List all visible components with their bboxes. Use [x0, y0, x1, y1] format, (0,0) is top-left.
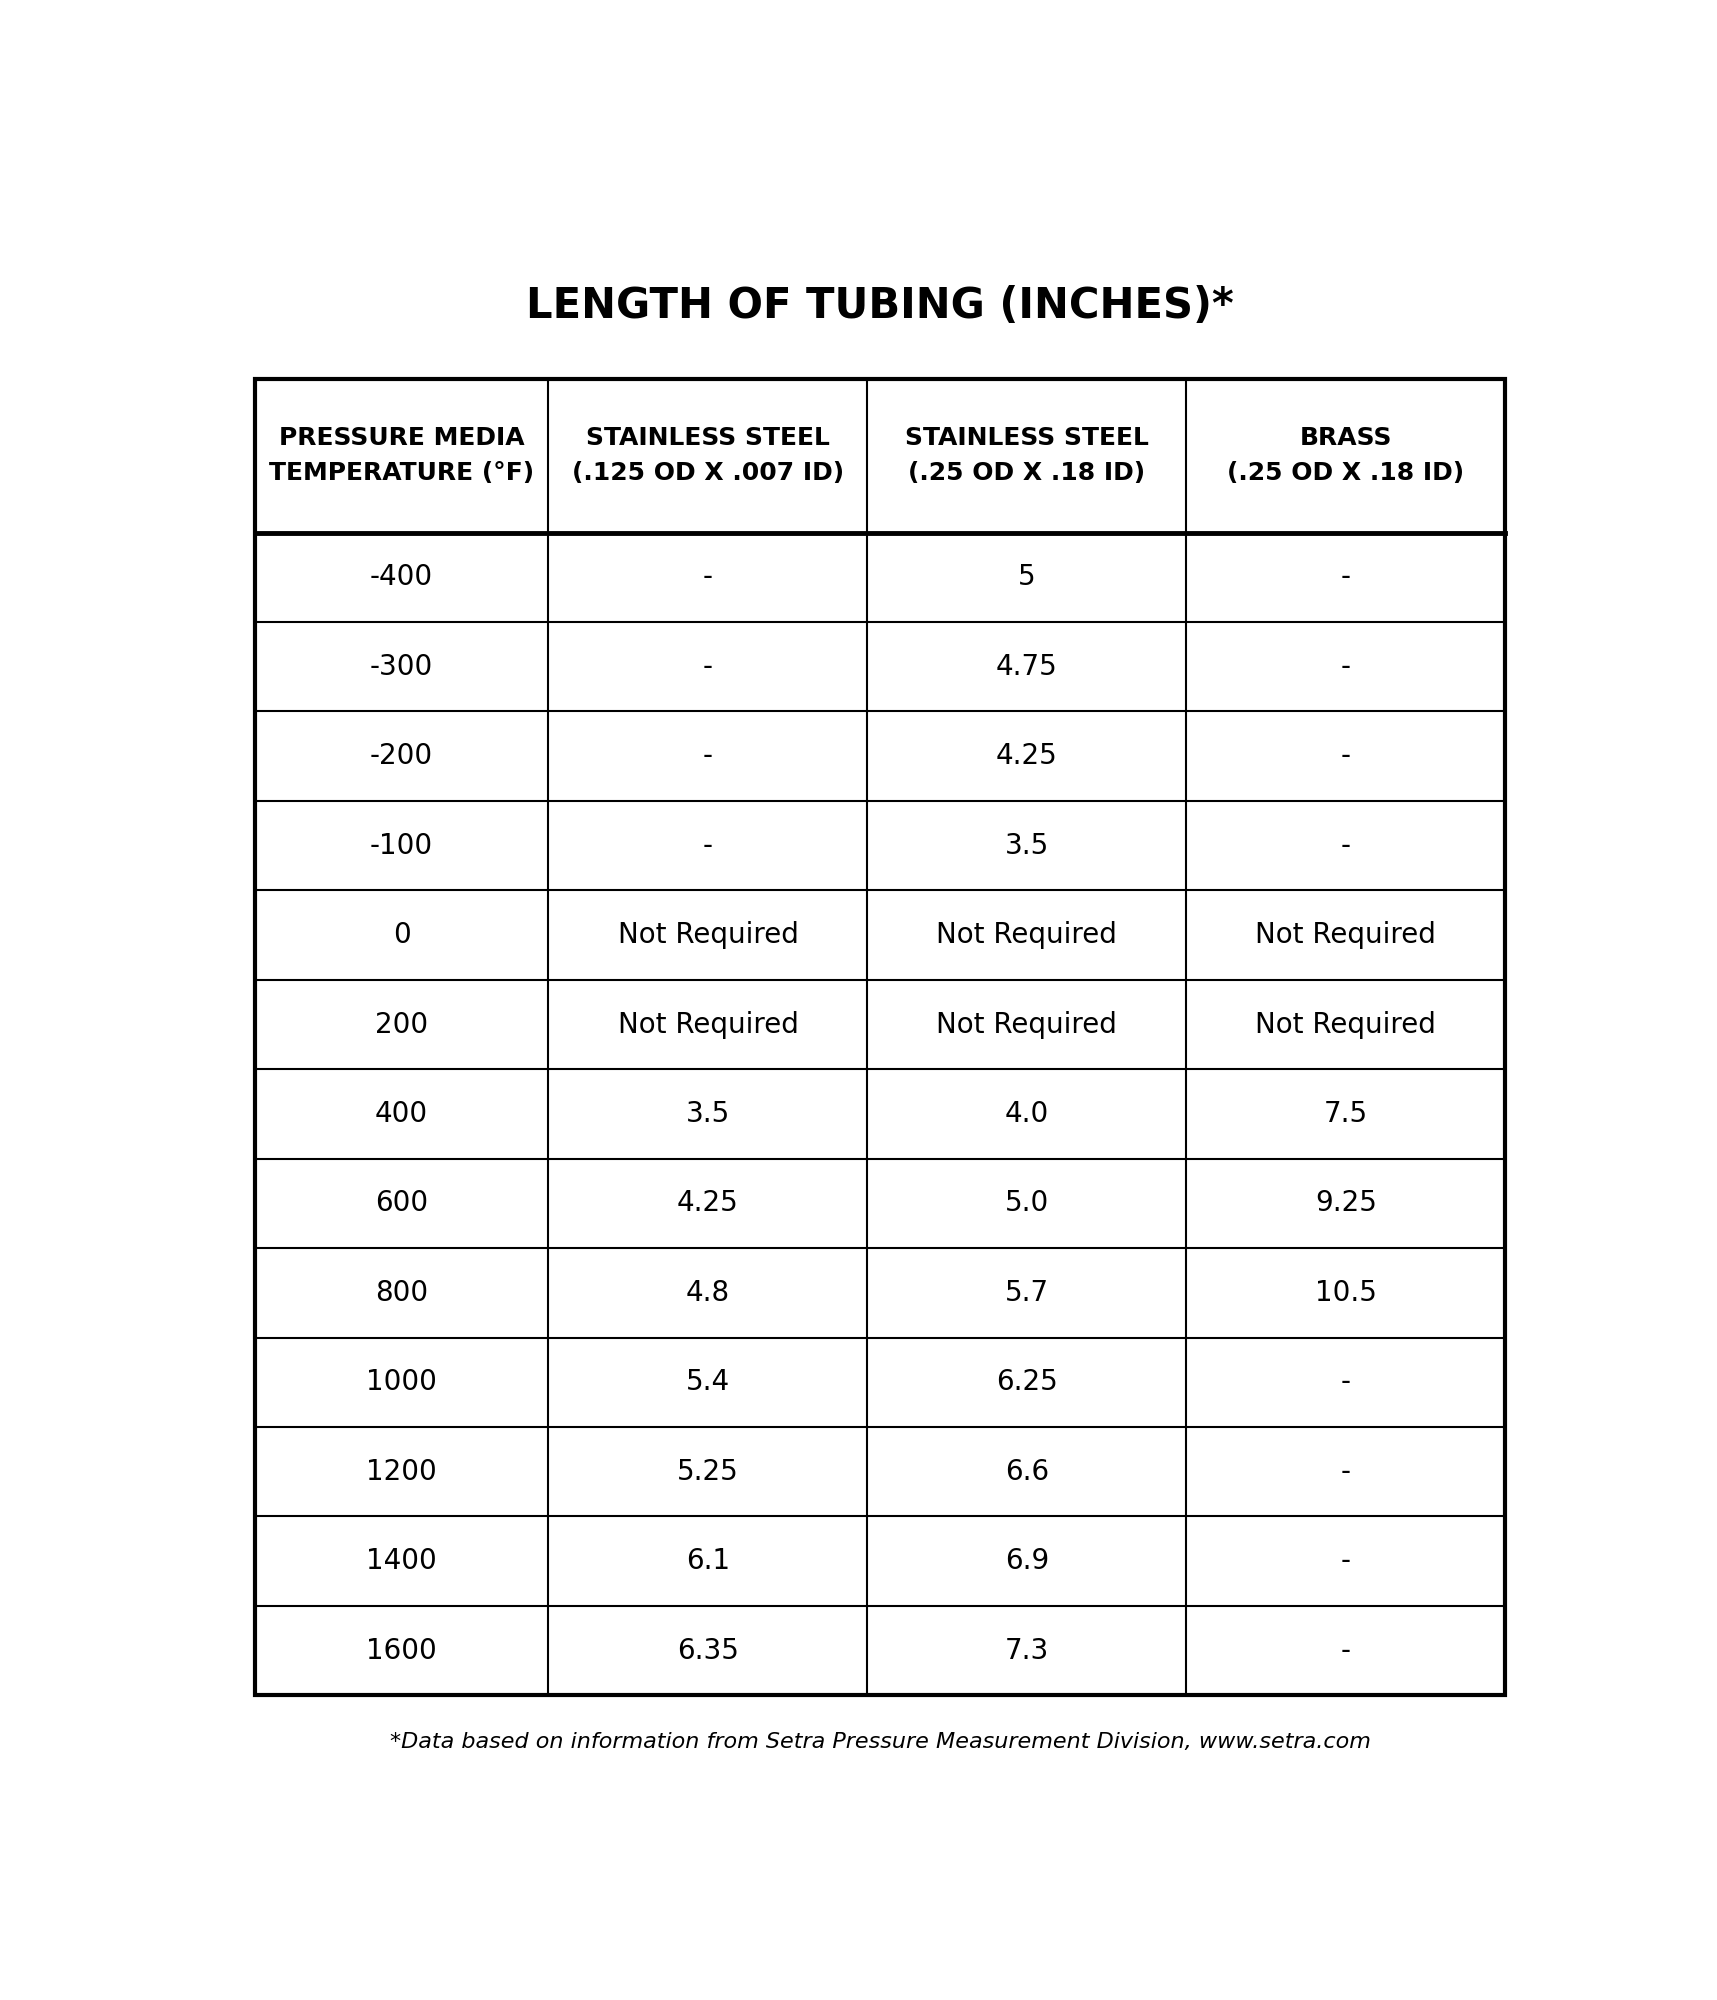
Text: -: - — [1341, 1458, 1351, 1486]
Text: LENGTH OF TUBING (INCHES)*: LENGTH OF TUBING (INCHES)* — [525, 286, 1235, 328]
Text: BRASS
(.25 OD X .18 ID): BRASS (.25 OD X .18 ID) — [1228, 426, 1465, 486]
Text: -: - — [1341, 1548, 1351, 1576]
Text: -: - — [702, 564, 713, 592]
Text: 4.75: 4.75 — [996, 652, 1058, 680]
Text: -: - — [702, 742, 713, 770]
Text: 6.35: 6.35 — [676, 1636, 738, 1664]
Text: 5.25: 5.25 — [676, 1458, 738, 1486]
Text: 3.5: 3.5 — [685, 1100, 730, 1128]
Text: 5.0: 5.0 — [1004, 1190, 1049, 1218]
Text: -: - — [702, 832, 713, 860]
Text: Not Required: Not Required — [618, 1010, 798, 1038]
Text: -300: -300 — [369, 652, 433, 680]
Text: 9.25: 9.25 — [1315, 1190, 1377, 1218]
Text: -: - — [702, 652, 713, 680]
Text: -: - — [1341, 564, 1351, 592]
Bar — [254, 378, 1506, 1696]
Text: 3.5: 3.5 — [1004, 832, 1049, 860]
Text: 6.6: 6.6 — [1004, 1458, 1049, 1486]
Text: 6.9: 6.9 — [1004, 1548, 1049, 1576]
Text: 5: 5 — [1018, 564, 1035, 592]
Text: 800: 800 — [374, 1278, 428, 1306]
Text: Not Required: Not Required — [1255, 1010, 1437, 1038]
Text: 7.3: 7.3 — [1004, 1636, 1049, 1664]
Text: STAINLESS STEEL
(.25 OD X .18 ID): STAINLESS STEEL (.25 OD X .18 ID) — [905, 426, 1149, 486]
Text: -200: -200 — [369, 742, 433, 770]
Text: Not Required: Not Required — [936, 922, 1118, 950]
Text: 7.5: 7.5 — [1324, 1100, 1368, 1128]
Text: 1200: 1200 — [366, 1458, 436, 1486]
Text: -: - — [1341, 1636, 1351, 1664]
Text: 4.0: 4.0 — [1004, 1100, 1049, 1128]
Text: 4.8: 4.8 — [685, 1278, 730, 1306]
Text: Not Required: Not Required — [936, 1010, 1118, 1038]
Text: 4.25: 4.25 — [676, 1190, 738, 1218]
Text: 5.7: 5.7 — [1004, 1278, 1049, 1306]
Text: 5.4: 5.4 — [685, 1368, 730, 1396]
Text: 1400: 1400 — [366, 1548, 436, 1576]
Text: -100: -100 — [369, 832, 433, 860]
Text: 6.1: 6.1 — [685, 1548, 730, 1576]
Text: 6.25: 6.25 — [996, 1368, 1058, 1396]
Text: 4.25: 4.25 — [996, 742, 1058, 770]
Text: 400: 400 — [374, 1100, 428, 1128]
Text: 1000: 1000 — [366, 1368, 436, 1396]
Text: 1600: 1600 — [366, 1636, 436, 1664]
Text: -: - — [1341, 652, 1351, 680]
Text: 600: 600 — [374, 1190, 428, 1218]
Text: -: - — [1341, 832, 1351, 860]
Text: STAINLESS STEEL
(.125 OD X .007 ID): STAINLESS STEEL (.125 OD X .007 ID) — [572, 426, 845, 486]
Text: PRESSURE MEDIA
TEMPERATURE (°F): PRESSURE MEDIA TEMPERATURE (°F) — [270, 426, 534, 486]
Text: Not Required: Not Required — [618, 922, 798, 950]
Text: 10.5: 10.5 — [1315, 1278, 1377, 1306]
Text: -: - — [1341, 1368, 1351, 1396]
Text: -: - — [1341, 742, 1351, 770]
Text: 0: 0 — [393, 922, 410, 950]
Text: *Data based on information from Setra Pressure Measurement Division, www.setra.c: *Data based on information from Setra Pr… — [390, 1732, 1370, 1752]
Text: -400: -400 — [369, 564, 433, 592]
Text: Not Required: Not Required — [1255, 922, 1437, 950]
Text: 200: 200 — [374, 1010, 428, 1038]
